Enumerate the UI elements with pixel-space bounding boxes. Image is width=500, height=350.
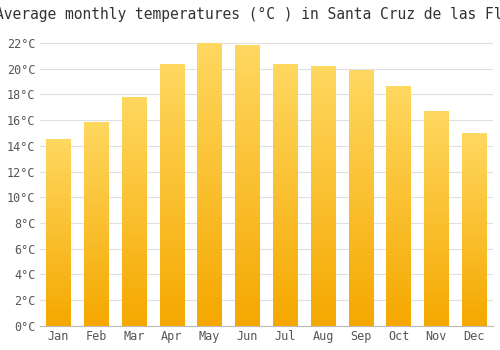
Title: Average monthly temperatures (°C ) in Santa Cruz de las Flores: Average monthly temperatures (°C ) in Sa… [0,7,500,22]
